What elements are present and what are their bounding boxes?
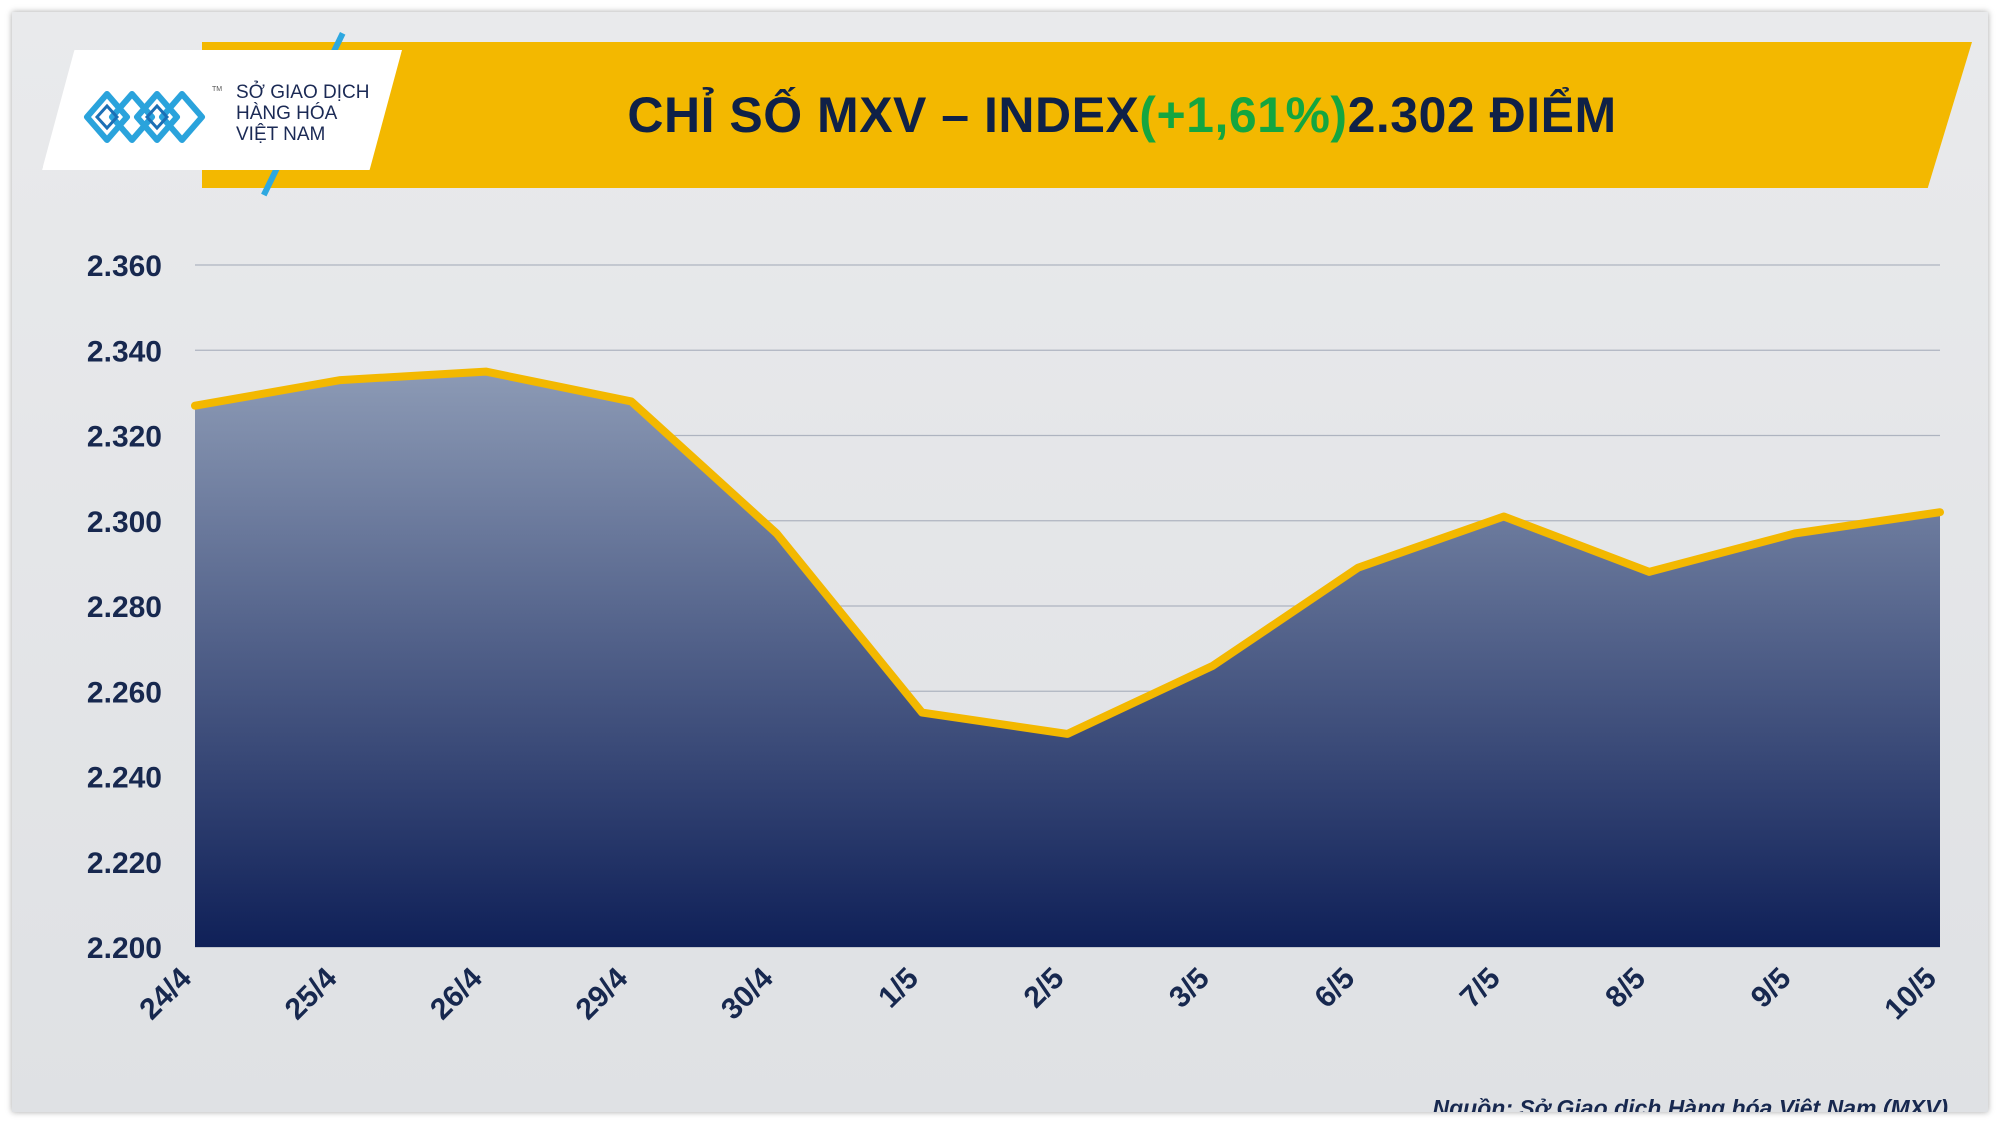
logo-line-2: HÀNG HÓA [236, 103, 338, 124]
data-point [1357, 566, 1360, 569]
x-tick-label: 26/4 [424, 961, 489, 1026]
data-point [339, 379, 342, 382]
data-point [1066, 732, 1069, 735]
y-tick-label: 2.360 [87, 250, 162, 283]
data-point [1211, 664, 1214, 667]
title-banner [202, 42, 1972, 188]
x-tick-label: 29/4 [570, 961, 635, 1026]
y-tick-label: 2.240 [87, 762, 162, 795]
x-tick-label: 24/4 [133, 961, 198, 1026]
x-tick-label: 6/5 [1308, 962, 1361, 1015]
trademark-mark: TM [212, 86, 223, 93]
data-point [1793, 532, 1796, 535]
title-change-percent: (+1,61%) [1139, 87, 1348, 143]
x-tick-label: 25/4 [279, 961, 344, 1026]
series-area [195, 371, 1940, 948]
x-tick-label: 3/5 [1163, 962, 1216, 1015]
chart-title: CHỈ SỐ MXV – INDEX (+1,61%) 2.302 ĐIỂM [392, 42, 1852, 188]
x-tick-label: 1/5 [872, 962, 925, 1015]
y-tick-label: 2.220 [87, 847, 162, 880]
y-tick-label: 2.200 [87, 932, 162, 965]
y-tick-label: 2.320 [87, 421, 162, 454]
infographic-canvas: CHỈ SỐ MXV – INDEX (+1,61%) 2.302 ĐIỂM T… [12, 12, 1988, 1112]
x-axis-ticks: 24/4 25/4 26/4 29/4 30/4 1/5 2/5 3/5 6/5 7/5 8/5 9/… [133, 961, 1943, 1026]
x-tick-label: 8/5 [1599, 962, 1652, 1015]
logo-text: SỞ GIAO DỊCH HÀNG HÓA VIỆT NAM [236, 82, 369, 145]
x-tick-label: 7/5 [1454, 962, 1507, 1015]
data-point [1502, 515, 1505, 518]
x-tick-label: 30/4 [715, 961, 780, 1026]
y-tick-label: 2.300 [87, 506, 162, 539]
logo-line-1: SỞ GIAO DỊCH [236, 82, 370, 103]
data-point [484, 370, 487, 373]
logo-line-3: VIỆT NAM [236, 124, 326, 145]
mxv-logo-icon [84, 91, 205, 143]
line-area-chart: 2.200 2.220 2.240 2.260 2.280 2.300 2.320 2.340… [87, 250, 1944, 1026]
source-note: Nguồn: Sở Giao dịch Hàng hóa Việt Nam (M… [1432, 1095, 1948, 1112]
x-tick-label: 9/5 [1745, 962, 1798, 1015]
title-prefix: CHỈ SỐ MXV – INDEX [627, 87, 1140, 143]
title-value: 2.302 ĐIỂM [1347, 87, 1617, 143]
data-point [921, 711, 924, 714]
data-points [194, 370, 1941, 735]
data-point [1648, 570, 1651, 573]
y-tick-label: 2.280 [87, 591, 162, 624]
data-point [194, 404, 196, 407]
data-point [630, 400, 633, 403]
x-tick-label: 2/5 [1018, 962, 1071, 1015]
data-point [775, 532, 778, 535]
x-tick-label: 10/5 [1878, 962, 1943, 1027]
y-axis-ticks: 2.200 2.220 2.240 2.260 2.280 2.300 2.320 2.340… [87, 250, 162, 965]
y-tick-label: 2.340 [87, 335, 162, 368]
data-point [1939, 511, 1941, 514]
y-tick-label: 2.260 [87, 676, 162, 709]
